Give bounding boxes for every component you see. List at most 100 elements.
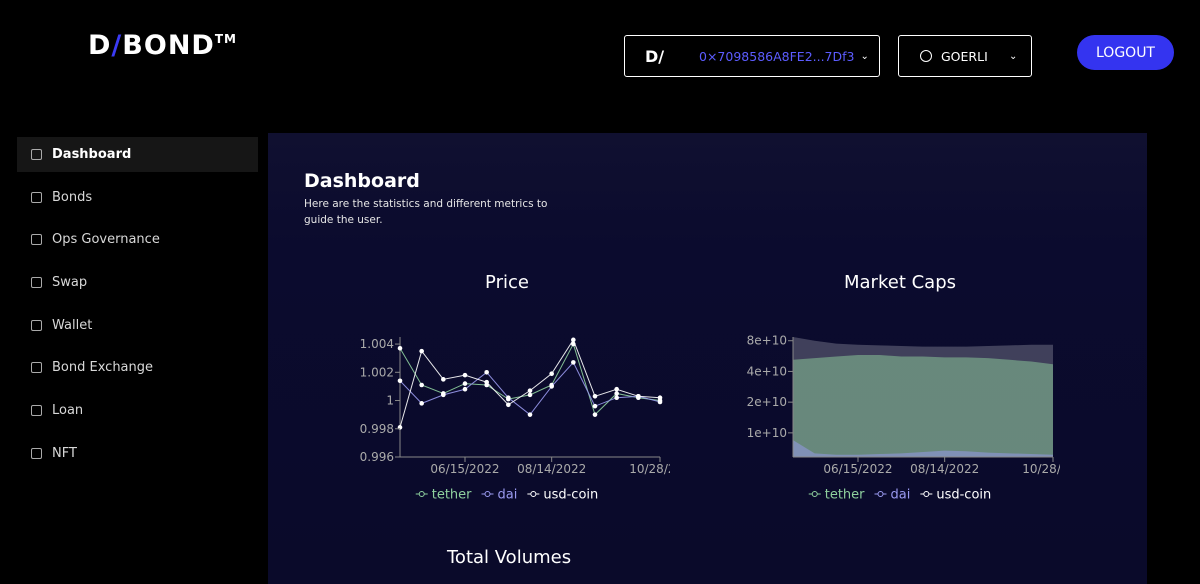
legend-item[interactable]: dai [874, 488, 911, 503]
legend-item[interactable]: tether [808, 488, 865, 503]
legend-label: dai [891, 488, 911, 503]
nav-label: Wallet [52, 317, 93, 333]
chevron: ⌄ [1009, 50, 1018, 62]
chart-title: Market Caps [844, 272, 956, 293]
price-point [462, 381, 468, 386]
nav-item[interactable]: Dashboard [17, 137, 258, 172]
legend-item[interactable]: usd-coin [527, 488, 598, 503]
nav-icon [31, 447, 42, 459]
price-point [657, 395, 663, 401]
nav-label: NFT [52, 445, 77, 461]
price-point [614, 386, 619, 392]
x-tick-label: 10/28/202 [629, 462, 670, 476]
price-point [657, 399, 663, 405]
y-tick-label: 8e+10 [747, 334, 787, 348]
nav-label: Loan [52, 403, 84, 419]
nav-item[interactable]: Swap [17, 265, 258, 300]
y-tick-label: 1.002 [360, 365, 394, 379]
legend-dot [877, 491, 884, 497]
legend-dot [530, 491, 537, 497]
price-point [462, 386, 468, 392]
page-description: Here are the statistics and different me… [304, 198, 548, 226]
price-point [527, 388, 533, 393]
x-tick-label: 08/14/2022 [910, 462, 979, 476]
sidebar: Dashboard Bonds Ops Governance Swap Wallet Bo… [17, 137, 258, 479]
nav-label: Ops Governance [52, 232, 160, 248]
legend-label: tether [432, 488, 472, 503]
chart-title: Price [485, 272, 529, 293]
price-point [614, 391, 619, 396]
price-point [419, 401, 424, 406]
price-point [527, 412, 533, 417]
logout-button[interactable]: LOGOUT [1077, 35, 1174, 70]
page-title: Dashboard [304, 170, 420, 192]
legend-label: usd-coin [936, 488, 991, 503]
nav-item[interactable]: Bonds [17, 180, 258, 215]
x-tick-label: 10/28/202 [1022, 462, 1060, 476]
y-tick-label: 2e+10 [747, 395, 787, 409]
price-point [571, 360, 576, 365]
nav-item[interactable]: Loan [17, 393, 258, 428]
price-point [636, 393, 641, 399]
price-point [441, 392, 446, 398]
price-point [397, 378, 403, 384]
price-point [506, 402, 511, 408]
price-point [484, 379, 489, 385]
y-tick-label: 1e+10 [747, 426, 787, 440]
price-point [592, 403, 598, 409]
y-tick-label: 4e+10 [747, 364, 787, 378]
nav-item[interactable]: Bond Exchange [17, 350, 258, 385]
network-name: GOERLI [941, 48, 988, 64]
price-point [419, 348, 424, 354]
nav-item[interactable]: NFT [17, 436, 258, 471]
y-tick-label: 0.998 [360, 422, 394, 436]
legend-label: dai [498, 488, 518, 503]
market-cap-chart: Market Caps 1e+10 2e+10 4e+10 8e+10 06/15/202… [747, 272, 1060, 503]
logo-slash: / [111, 30, 123, 61]
x-tick-label: 08/14/2022 [517, 462, 586, 476]
nav-icon [31, 405, 42, 417]
legend-dot [484, 491, 491, 497]
nav-icon [31, 277, 42, 289]
legend-item[interactable]: usd-coin [920, 488, 991, 503]
market-cap-area [793, 354, 1053, 457]
network-button[interactable]: GOERLI ⌄ [898, 35, 1032, 77]
nav-label: Bond Exchange [52, 360, 154, 376]
nav-label: Dashboard [52, 147, 132, 162]
nav-item[interactable]: Wallet [17, 308, 258, 343]
chevron: ⌄ [860, 50, 869, 62]
price-chart: Price 0.996 0.998 1 1.002 1.004 06/15/2022 08/1… [360, 272, 670, 503]
legend-item[interactable]: tether [415, 488, 472, 503]
price-point [527, 392, 533, 398]
legend-dot [811, 491, 818, 497]
y-tick-label: 0.996 [360, 450, 394, 464]
nav-icon [31, 191, 42, 203]
y-tick-label: 1.004 [360, 337, 394, 351]
nav-label: Swap [52, 275, 88, 291]
y-tick-label: 1 [386, 394, 394, 408]
content-panel [268, 133, 1147, 584]
price-point [571, 337, 576, 343]
price-point [441, 377, 446, 382]
trademark: TM [214, 32, 237, 46]
price-point [549, 371, 554, 377]
legend-label: usd-coin [543, 488, 598, 503]
price-point [484, 369, 489, 375]
legend-label: tether [825, 488, 865, 503]
legend: tether dai usd-coin [415, 488, 598, 503]
price-point [397, 345, 403, 351]
legend-item[interactable]: dai [481, 488, 518, 503]
price-point [592, 412, 598, 417]
wallet-button[interactable]: D/ 0×7098586A8FE2...7Df3 ⌄ [624, 35, 880, 77]
nav-icon [31, 149, 42, 160]
nav-icon [31, 319, 42, 331]
price-point [614, 395, 619, 401]
nav-label: Bonds [52, 189, 93, 205]
price-point [549, 384, 554, 389]
price-line [399, 342, 661, 416]
wallet-icon: D/ [645, 46, 665, 66]
nav-item[interactable]: Ops Governance [17, 222, 258, 257]
logo[interactable]: D/BONDTM [88, 30, 237, 61]
wallet-address: 0×7098586A8FE2...7Df3 [699, 48, 855, 64]
